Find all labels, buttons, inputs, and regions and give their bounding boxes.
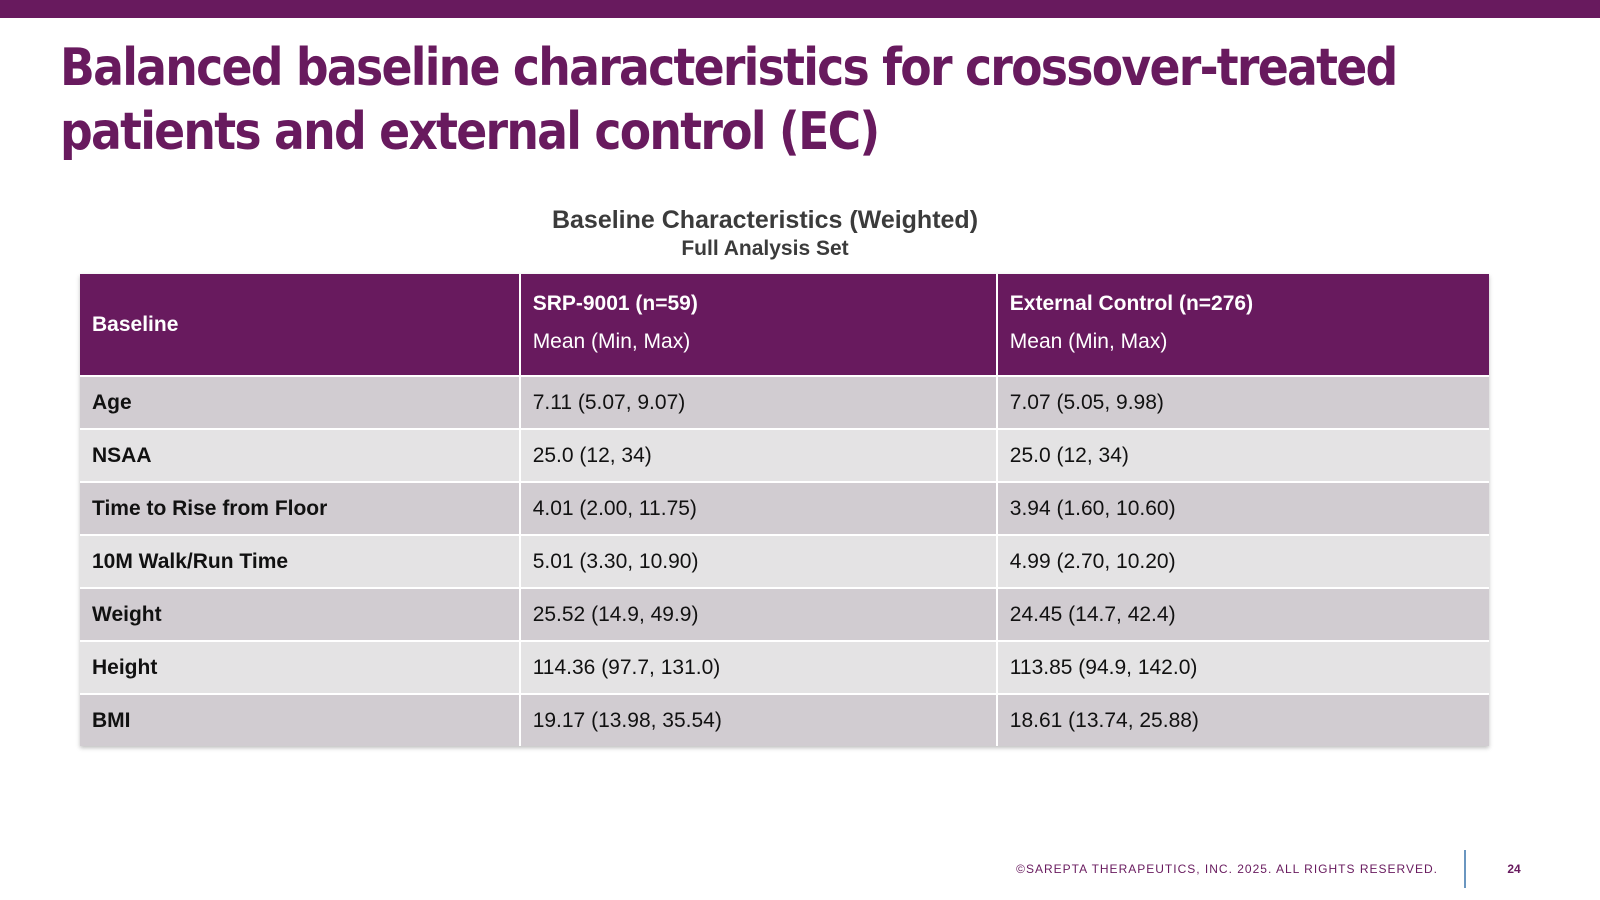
top-accent-bar (0, 0, 1600, 18)
table-row-age: Age 7.11 (5.07, 9.07) 7.07 (5.05, 9.98) (80, 375, 1489, 429)
table-row-time-to-rise: Time to Rise from Floor 4.01 (2.00, 11.7… (80, 481, 1489, 535)
external-control-value: 7.07 (5.05, 9.98) (996, 375, 1489, 429)
external-control-value: 4.99 (2.70, 10.20) (996, 534, 1489, 588)
header-external-control-sublabel: Mean (Min, Max) (1009, 329, 1168, 353)
srp-9001-value: 19.17 (13.98, 35.54) (519, 693, 998, 746)
external-control-value: 25.0 (12, 34) (996, 428, 1489, 482)
external-control-value: 18.61 (13.74, 25.88) (996, 693, 1489, 746)
copyright-notice: ©SAREPTA THERAPEUTICS, INC. 2025. ALL RI… (1016, 862, 1438, 876)
table-subtitle: Full Analysis Set (681, 237, 849, 260)
footer-divider (1464, 850, 1466, 888)
header-baseline-label: Baseline (92, 312, 179, 336)
row-label: BMI (80, 693, 521, 746)
external-control-value: 3.94 (1.60, 10.60) (996, 481, 1489, 535)
row-label: Height (80, 640, 521, 694)
srp-9001-value: 7.11 (5.07, 9.07) (519, 375, 998, 429)
table-row-weight: Weight 25.52 (14.9, 49.9) 24.45 (14.7, 4… (80, 587, 1489, 641)
table-header-row: Baseline SRP-9001 (n=59) Mean (Min, Max)… (80, 274, 1489, 376)
table-title: Baseline Characteristics (Weighted) (551, 206, 979, 234)
row-label: Weight (80, 587, 521, 641)
table-row-nsaa: NSAA 25.0 (12, 34) 25.0 (12, 34) (80, 428, 1489, 482)
external-control-value: 113.85 (94.9, 142.0) (996, 640, 1489, 694)
srp-9001-value: 114.36 (97.7, 131.0) (519, 640, 998, 694)
header-external-control-label: External Control (n=276) (1009, 291, 1254, 315)
header-baseline: Baseline (80, 274, 521, 376)
table-row-height: Height 114.36 (97.7, 131.0) 113.85 (94.9… (80, 640, 1489, 694)
slide-title-line-2: patients and external control (EC) (60, 102, 880, 162)
row-label: Time to Rise from Floor (80, 481, 521, 535)
srp-9001-value: 5.01 (3.30, 10.90) (519, 534, 998, 588)
srp-9001-value: 25.52 (14.9, 49.9) (519, 587, 998, 641)
header-srp-9001-sublabel: Mean (Min, Max) (532, 329, 691, 353)
header-srp-9001: SRP-9001 (n=59) Mean (Min, Max) (519, 274, 998, 376)
row-label: NSAA (80, 428, 521, 482)
header-external-control: External Control (n=276) Mean (Min, Max) (996, 274, 1489, 376)
row-label: 10M Walk/Run Time (80, 534, 521, 588)
srp-9001-value: 4.01 (2.00, 11.75) (519, 481, 998, 535)
table-row-bmi: BMI 19.17 (13.98, 35.54) 18.61 (13.74, 2… (80, 693, 1489, 746)
srp-9001-value: 25.0 (12, 34) (519, 428, 998, 482)
slide-title-line-1: Balanced baseline characteristics for cr… (60, 38, 1398, 98)
baseline-characteristics-table: Baseline SRP-9001 (n=59) Mean (Min, Max)… (80, 274, 1489, 746)
header-srp-9001-label: SRP-9001 (n=59) (532, 291, 698, 315)
row-label: Age (80, 375, 521, 429)
table-row-10m-walk-run: 10M Walk/Run Time 5.01 (3.30, 10.90) 4.9… (80, 534, 1489, 588)
table-heading: Baseline Characteristics (Weighted) Full… (80, 204, 1450, 262)
slide-title: Balanced baseline characteristics for cr… (60, 36, 1398, 164)
page-number: 24 (1507, 862, 1521, 876)
external-control-value: 24.45 (14.7, 42.4) (996, 587, 1489, 641)
